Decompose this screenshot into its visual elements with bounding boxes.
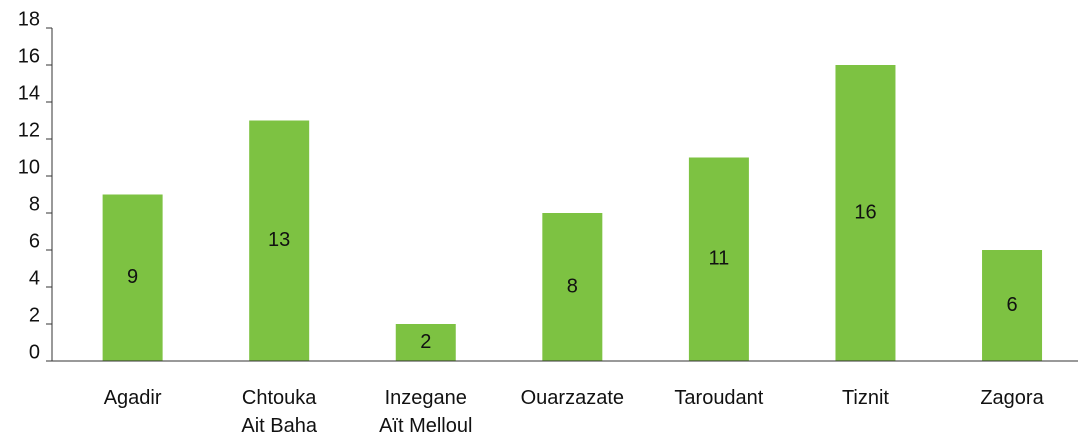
data-label: 8 [567,275,578,297]
data-label: 2 [420,331,431,353]
y-tick-label: 4 [29,267,40,289]
data-label: 9 [127,266,138,288]
bar [102,194,163,361]
bar [982,250,1043,361]
y-tick-label: 0 [29,341,40,363]
data-label: 11 [709,248,730,270]
x-tick-label: Zagora [980,387,1044,409]
data-label: 6 [1006,294,1017,316]
y-tick-label: 6 [29,230,40,252]
x-tick-label: Chtouka Ait Baha [241,387,317,437]
y-tick-label: 18 [18,8,40,30]
y-tick-label: 10 [18,156,40,178]
y-tick-label: 12 [18,119,40,141]
bar [542,213,603,361]
data-label: 13 [268,229,290,251]
x-tick-label: Inzegane Aït Melloul [379,387,473,437]
x-tick-label: Tiznit [841,387,889,409]
y-tick-label: 14 [18,82,40,104]
x-tick-label: Agadir [103,387,162,409]
bar [688,157,749,361]
bar [835,65,896,361]
y-tick-label: 2 [29,304,40,326]
x-tick-label: Taroudant [674,387,764,409]
y-tick-label: 16 [18,45,40,67]
x-tick-label: Ouarzazate [520,387,625,409]
y-tick-label: 8 [29,193,40,215]
data-label: 16 [854,201,876,223]
bar [249,120,310,361]
bar [395,324,456,361]
